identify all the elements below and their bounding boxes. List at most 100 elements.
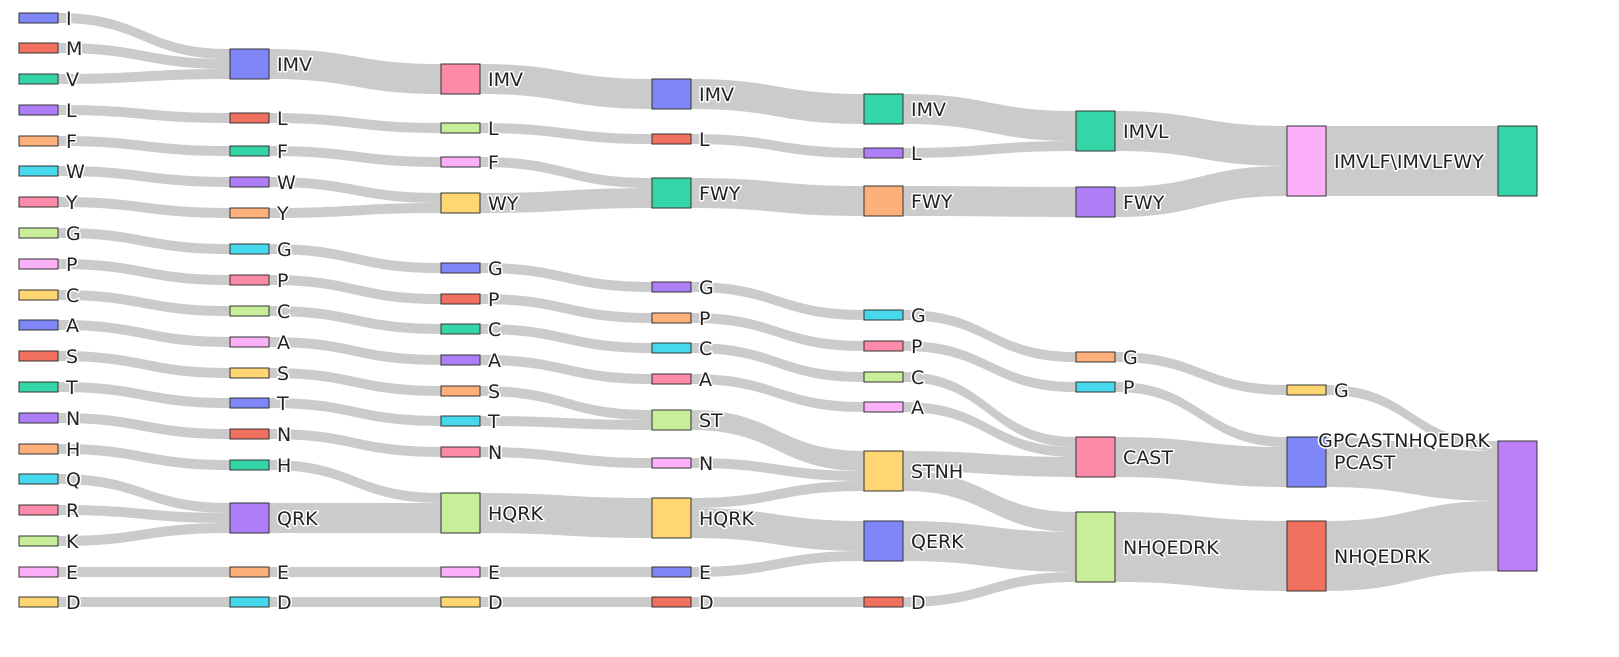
node-c3-E (651, 566, 692, 578)
node-label-c1-A: A (277, 332, 290, 354)
node-label-c1-E: E (277, 562, 289, 584)
link-c0-M-to-c1-IMV (58, 43, 230, 69)
node-label-c4-STNH: STNH (911, 461, 963, 483)
node-c1-E (229, 566, 270, 578)
node-label-c2-IMV: IMV (488, 69, 523, 91)
link-c5-FWY-to-c6-IMVLFWY (1115, 166, 1287, 217)
node-label-c5-NHQEDRK: NHQEDRK (1123, 537, 1219, 559)
link-c4-STNH-to-c5-NHQEDRK (903, 471, 1076, 532)
node-label-c5-IMVL: IMVL (1123, 121, 1169, 143)
node-label-c1-L: L (277, 108, 288, 130)
node-label-c0-K: K (66, 531, 79, 553)
node-label-c0-Y: Y (65, 192, 78, 214)
link-c3-N-to-c4-STNH (691, 458, 864, 481)
link-c4-G-to-c5-G (903, 310, 1076, 362)
link-c2-S-to-c3-ST (480, 386, 652, 420)
link-c4-QERK-to-c5-NHQEDRK (903, 521, 1076, 572)
node-c2-WY (440, 192, 481, 214)
link-c3-P-to-c4-P (691, 313, 864, 351)
node-c5-FWY (1075, 186, 1116, 218)
node-label-c1-Y: Y (276, 203, 289, 225)
link-c3-FWY-to-c4-FWY (691, 178, 864, 216)
node-c0-L (18, 104, 59, 116)
node-label-c0-T: T (65, 377, 78, 399)
node-c5-NHQEDRK (1075, 511, 1116, 583)
link-c4-C-to-c5-CAST (903, 372, 1076, 447)
node-layer (18, 12, 1538, 608)
link-c2-E-to-c3-E (480, 567, 652, 577)
node-label-c1-QRK: QRK (277, 508, 318, 530)
node-c0-I (18, 12, 59, 24)
link-c3-L-to-c4-L (691, 134, 864, 158)
link-c3-ST-to-c4-STNH (691, 410, 864, 471)
node-label-c2-E: E (488, 562, 500, 584)
node-c1-S (229, 367, 270, 379)
node-c2-S (440, 385, 481, 397)
node-label-c0-S: S (66, 346, 78, 368)
node-label-c4-FWY: FWY (911, 191, 953, 213)
link-c3-G-to-c4-G (691, 282, 864, 320)
link-c2-F-to-c3-FWY (480, 157, 652, 188)
link-c0-K-to-c1-QRK (58, 523, 230, 546)
link-c0-A-to-c1-A (58, 320, 230, 347)
node-label-c1-T: T (276, 393, 289, 415)
node-c0-S (18, 350, 59, 362)
node-label-c3-G: G (699, 277, 714, 299)
node-c4-STNH (863, 450, 904, 492)
node-label-c2-D: D (488, 592, 503, 614)
node-label-c5-CAST: CAST (1123, 447, 1173, 469)
node-c0-G (18, 227, 59, 239)
node-c4-L (863, 147, 904, 159)
node-label-c1-H: H (277, 455, 291, 477)
node-c3-HQRK (651, 497, 692, 539)
node-label-c3-E: E (699, 562, 711, 584)
link-c0-Y-to-c1-Y (58, 197, 230, 218)
node-label-c4-A: A (911, 397, 924, 419)
node-c1-P (229, 274, 270, 286)
node-c2-HQRK (440, 492, 481, 534)
node-c1-L (229, 112, 270, 124)
node-label-c5-FWY: FWY (1123, 192, 1165, 214)
link-c0-P-to-c1-P (58, 259, 230, 285)
link-c5-IMVL-to-c6-IMVLFWY (1115, 111, 1287, 166)
node-label-c3-A: A (699, 369, 712, 391)
node-label-c1-P: P (277, 270, 288, 292)
node-c1-QRK (229, 502, 270, 534)
node-label-c3-HQRK: HQRK (699, 508, 754, 530)
node-c4-A (863, 401, 904, 413)
link-c0-H-to-c1-H (58, 444, 230, 470)
node-c4-QERK (863, 520, 904, 562)
link-c0-T-to-c1-T (58, 382, 230, 408)
node-label-c1-S: S (277, 363, 289, 385)
link-c5-NHQEDRK-to-c6-NHQEDRK (1115, 512, 1287, 591)
node-label-c2-C: C (488, 319, 501, 341)
node-c2-T (440, 415, 481, 427)
node-c0-H (18, 443, 59, 455)
node-label-c2-S: S (488, 381, 500, 403)
link-c1-S-to-c2-S (269, 368, 441, 396)
node-label-c0-Q: Q (66, 469, 81, 491)
link-c2-A-to-c3-A (480, 355, 652, 384)
node-label-c4-IMV: IMV (911, 99, 946, 121)
node-label-c0-E: E (66, 562, 78, 584)
node-c4-FWY (863, 185, 904, 217)
node-c3-D (651, 596, 692, 608)
node-label-c0-M: M (66, 38, 82, 60)
link-c1-T-to-c2-T (269, 398, 441, 426)
node-label-c4-L: L (911, 143, 922, 165)
node-label-c3-ST: ST (699, 410, 723, 432)
link-c2-G-to-c3-G (480, 263, 652, 292)
node-label-c1-G: G (277, 239, 292, 261)
node-label-c2-G: G (488, 258, 503, 280)
node-label-c0-H: H (66, 439, 80, 461)
node-label-c2-HQRK: HQRK (488, 503, 543, 525)
node-c3-N (651, 457, 692, 469)
link-c1-P-to-c2-P (269, 275, 441, 304)
link-c1-L-to-c2-L (269, 113, 441, 133)
node-c3-P (651, 312, 692, 324)
node-c5-IMVL (1075, 110, 1116, 152)
node-c0-P (18, 258, 59, 270)
node-label-c4-C: C (911, 367, 924, 389)
link-c3-E-to-c4-QERK (691, 551, 864, 577)
node-c4-IMV (863, 93, 904, 125)
